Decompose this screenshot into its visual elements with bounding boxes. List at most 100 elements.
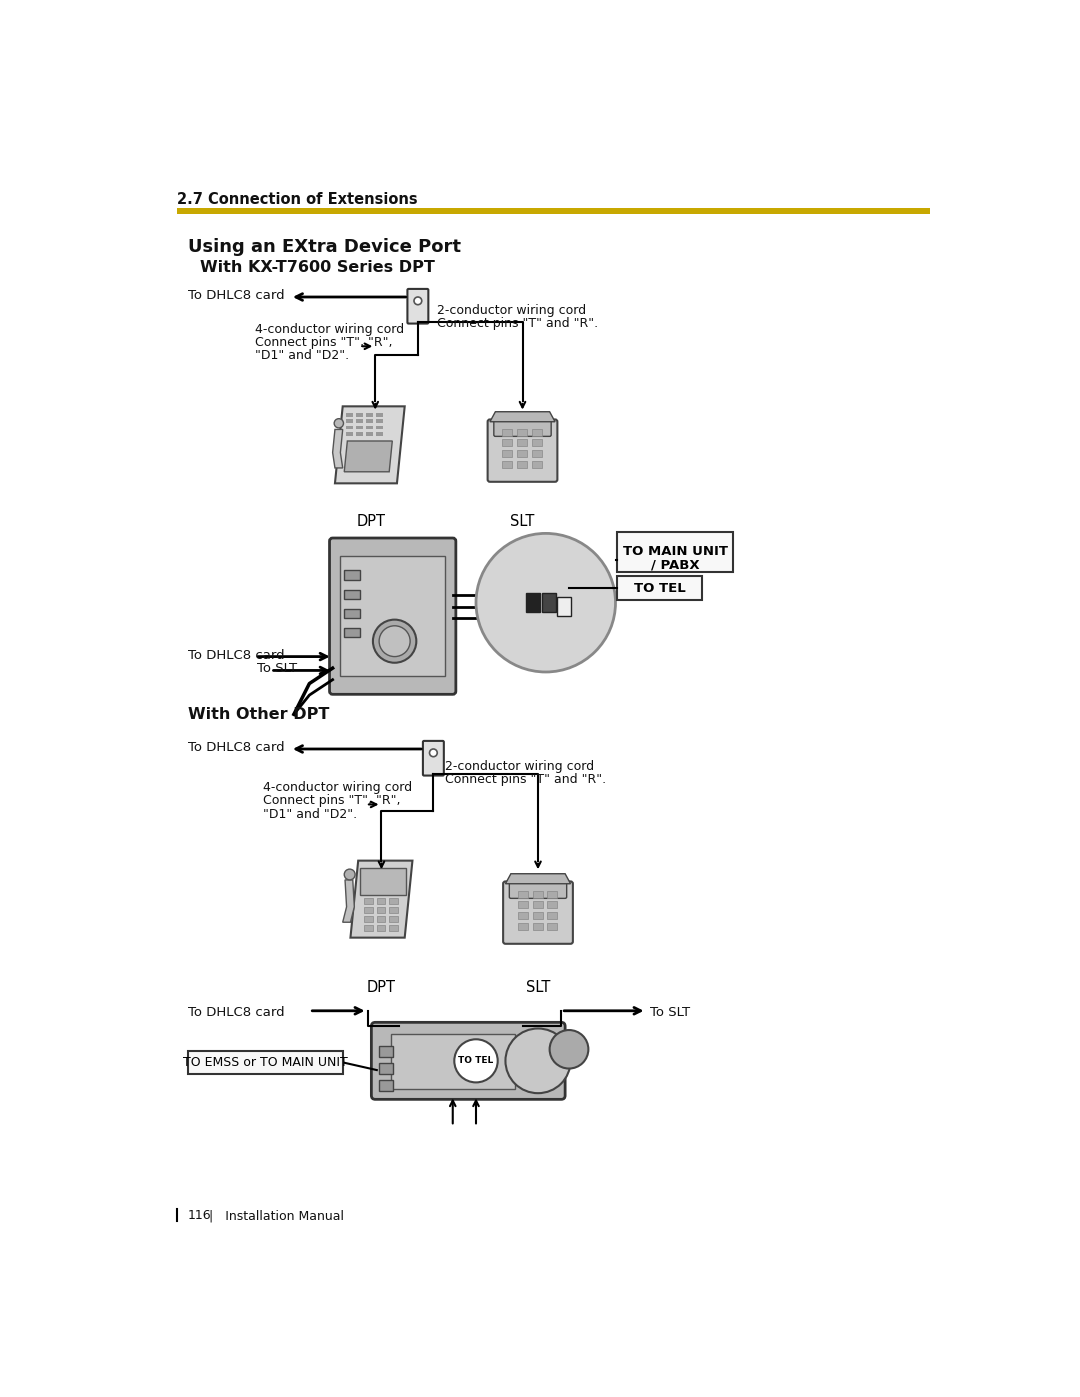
Bar bbox=[364, 898, 373, 904]
Bar bbox=[531, 440, 542, 447]
Bar bbox=[517, 912, 528, 919]
Bar bbox=[340, 556, 445, 676]
Bar bbox=[532, 912, 542, 919]
Bar bbox=[366, 414, 373, 418]
Bar bbox=[502, 450, 512, 457]
Text: Connect pins "T" and "R".: Connect pins "T" and "R". bbox=[445, 773, 606, 787]
Circle shape bbox=[455, 1039, 498, 1083]
Bar bbox=[346, 426, 353, 429]
Bar bbox=[548, 912, 557, 919]
Text: To DHLC8 card: To DHLC8 card bbox=[188, 740, 284, 754]
Bar bbox=[346, 414, 353, 418]
Bar bbox=[548, 923, 557, 930]
Circle shape bbox=[505, 1028, 570, 1094]
Bar bbox=[517, 923, 528, 930]
Text: To DHLC8 card: To DHLC8 card bbox=[188, 648, 284, 662]
Circle shape bbox=[373, 620, 416, 662]
Bar bbox=[502, 461, 512, 468]
FancyBboxPatch shape bbox=[488, 419, 557, 482]
Bar bbox=[391, 1034, 515, 1090]
Bar bbox=[517, 461, 527, 468]
FancyBboxPatch shape bbox=[407, 289, 429, 324]
Bar bbox=[356, 426, 363, 429]
Text: 116: 116 bbox=[188, 1210, 212, 1222]
Text: Connect pins "T", "R",: Connect pins "T", "R", bbox=[262, 795, 401, 807]
Bar bbox=[376, 426, 383, 429]
FancyBboxPatch shape bbox=[372, 1023, 565, 1099]
Text: To SLT: To SLT bbox=[257, 662, 297, 675]
Text: TO TEL: TO TEL bbox=[458, 1056, 494, 1066]
Bar bbox=[366, 432, 373, 436]
Text: TO TEL: TO TEL bbox=[634, 581, 686, 595]
Bar bbox=[346, 419, 353, 423]
Text: With Other DPT: With Other DPT bbox=[188, 707, 329, 722]
Circle shape bbox=[414, 298, 422, 305]
Bar bbox=[377, 916, 386, 922]
Text: "D1" and "D2".: "D1" and "D2". bbox=[262, 807, 357, 820]
Polygon shape bbox=[345, 441, 392, 472]
Bar bbox=[517, 891, 528, 898]
Bar bbox=[376, 414, 383, 418]
Bar bbox=[502, 429, 512, 436]
Bar bbox=[379, 1063, 393, 1074]
Text: "D1" and "D2".: "D1" and "D2". bbox=[255, 349, 349, 362]
Bar bbox=[377, 907, 386, 914]
Circle shape bbox=[476, 534, 616, 672]
Text: DPT: DPT bbox=[356, 514, 386, 529]
Bar bbox=[377, 925, 386, 932]
Bar bbox=[502, 440, 512, 447]
Bar bbox=[517, 440, 527, 447]
Bar bbox=[356, 414, 363, 418]
Text: Connect pins "T", "R",: Connect pins "T", "R", bbox=[255, 337, 393, 349]
Bar bbox=[517, 450, 527, 457]
Text: 4-conductor wiring cord: 4-conductor wiring cord bbox=[255, 323, 404, 337]
Bar bbox=[389, 925, 397, 932]
Bar bbox=[376, 419, 383, 423]
Bar bbox=[548, 891, 557, 898]
Polygon shape bbox=[333, 429, 342, 468]
Text: 4-conductor wiring cord: 4-conductor wiring cord bbox=[262, 781, 411, 795]
Bar bbox=[617, 532, 733, 571]
Bar bbox=[377, 898, 386, 904]
Polygon shape bbox=[350, 861, 413, 937]
Bar bbox=[617, 576, 702, 601]
Bar bbox=[389, 898, 397, 904]
Bar bbox=[345, 570, 360, 580]
Bar bbox=[531, 461, 542, 468]
Bar bbox=[532, 901, 542, 908]
Polygon shape bbox=[342, 880, 354, 922]
Text: DPT: DPT bbox=[367, 981, 396, 995]
Bar bbox=[346, 432, 353, 436]
Bar bbox=[366, 419, 373, 423]
FancyBboxPatch shape bbox=[503, 882, 572, 944]
Bar bbox=[356, 432, 363, 436]
Polygon shape bbox=[505, 873, 570, 884]
Text: 2-conductor wiring cord: 2-conductor wiring cord bbox=[445, 760, 594, 773]
Bar bbox=[188, 1051, 342, 1074]
Text: To DHLC8 card: To DHLC8 card bbox=[188, 1006, 284, 1018]
Bar bbox=[356, 419, 363, 423]
FancyBboxPatch shape bbox=[494, 418, 551, 436]
Circle shape bbox=[379, 626, 410, 657]
Bar bbox=[177, 208, 930, 214]
Text: SLT: SLT bbox=[526, 981, 550, 995]
Bar bbox=[379, 1046, 393, 1058]
Bar bbox=[531, 429, 542, 436]
Polygon shape bbox=[490, 412, 555, 422]
Circle shape bbox=[430, 749, 437, 757]
Bar bbox=[364, 916, 373, 922]
Circle shape bbox=[345, 869, 355, 880]
Text: 2-conductor wiring cord: 2-conductor wiring cord bbox=[437, 305, 586, 317]
Bar bbox=[389, 907, 397, 914]
Bar bbox=[532, 923, 542, 930]
Text: SLT: SLT bbox=[511, 514, 535, 529]
Text: TO MAIN UNIT: TO MAIN UNIT bbox=[623, 545, 728, 559]
Bar bbox=[345, 609, 360, 617]
FancyBboxPatch shape bbox=[423, 740, 444, 775]
Bar bbox=[557, 598, 571, 616]
Text: |   Installation Manual: | Installation Manual bbox=[205, 1210, 343, 1222]
Text: To DHLC8 card: To DHLC8 card bbox=[188, 289, 284, 302]
Polygon shape bbox=[335, 407, 405, 483]
Bar bbox=[517, 429, 527, 436]
Bar bbox=[376, 432, 383, 436]
